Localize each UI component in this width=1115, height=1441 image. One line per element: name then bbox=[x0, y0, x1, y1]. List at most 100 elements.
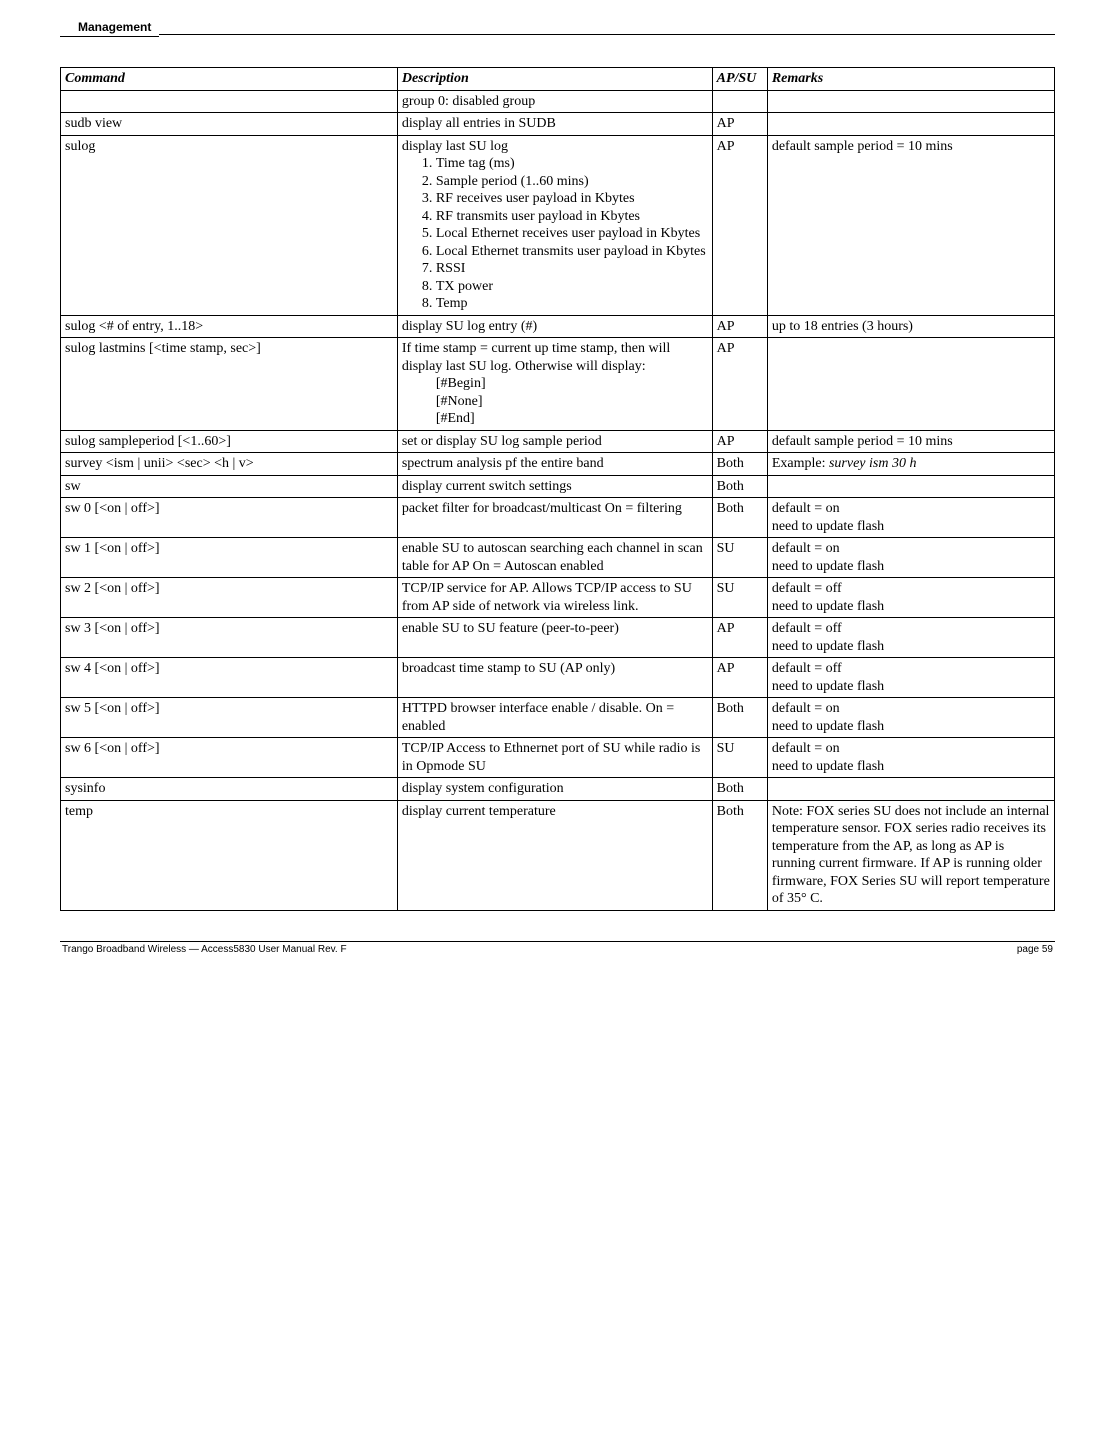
rem-line: default = on bbox=[772, 540, 1050, 558]
cell-cmd: sw 1 [<on | off>] bbox=[61, 538, 398, 578]
cell-rem: default sample period = 10 mins bbox=[767, 135, 1054, 315]
cell-apsu: AP bbox=[712, 658, 767, 698]
cell-apsu: AP bbox=[712, 618, 767, 658]
table-row: temp display current temperature Both No… bbox=[61, 800, 1055, 910]
page-footer: Trango Broadband Wireless — Access5830 U… bbox=[60, 942, 1055, 955]
cell-desc: spectrum analysis pf the entire band bbox=[397, 453, 712, 476]
list-item-text: RF receives user payload in Kbytes bbox=[436, 191, 635, 206]
table-row: sulog sampleperiod [<1..60>] set or disp… bbox=[61, 430, 1055, 453]
cell-rem: default sample period = 10 mins bbox=[767, 430, 1054, 453]
cell-desc: broadcast time stamp to SU (AP only) bbox=[397, 658, 712, 698]
cell-rem: default = on need to update flash bbox=[767, 538, 1054, 578]
cell-apsu bbox=[712, 90, 767, 113]
list-item-text: Time tag (ms) bbox=[436, 156, 515, 171]
rem-pre: Example: bbox=[772, 456, 829, 471]
cell-desc: group 0: disabled group bbox=[397, 90, 712, 113]
table-row: sysinfo display system configuration Bot… bbox=[61, 778, 1055, 801]
cell-rem: up to 18 entries (3 hours) bbox=[767, 315, 1054, 338]
desc-lead: display last SU log bbox=[402, 139, 508, 154]
desc-indent: [#None] bbox=[436, 393, 708, 411]
cell-apsu: AP bbox=[712, 430, 767, 453]
cell-desc: enable SU to SU feature (peer-to-peer) bbox=[397, 618, 712, 658]
cell-desc: display last SU log Time tag (ms) Sample… bbox=[397, 135, 712, 315]
rem-line: need to update flash bbox=[772, 718, 1050, 736]
rem-line: need to update flash bbox=[772, 638, 1050, 656]
header-rule bbox=[159, 34, 1055, 35]
rem-line: need to update flash bbox=[772, 598, 1050, 616]
list-item-text: Local Ethernet receives user payload in … bbox=[436, 226, 700, 241]
cell-rem: default = off need to update flash bbox=[767, 658, 1054, 698]
cell-desc: If time stamp = current up time stamp, t… bbox=[397, 338, 712, 431]
table-row: sudb view display all entries in SUDB AP bbox=[61, 113, 1055, 136]
rem-line: default = off bbox=[772, 660, 1050, 678]
cell-apsu: SU bbox=[712, 578, 767, 618]
cell-desc: display all entries in SUDB bbox=[397, 113, 712, 136]
list-item: Temp bbox=[436, 295, 708, 313]
page-header: Management bbox=[60, 20, 1055, 37]
list-item: RF receives user payload in Kbytes bbox=[436, 190, 708, 208]
command-table: Command Description AP/SU Remarks group … bbox=[60, 67, 1055, 911]
desc-list: Time tag (ms) Sample period (1..60 mins)… bbox=[424, 155, 708, 313]
footer-left: Trango Broadband Wireless — Access5830 U… bbox=[62, 944, 347, 955]
cell-rem: Note: FOX series SU does not include an … bbox=[767, 800, 1054, 910]
list-item-text: RF transmits user payload in Kbytes bbox=[436, 209, 640, 224]
desc-line: If time stamp = current up time stamp, t… bbox=[402, 340, 708, 375]
list-item-text: Temp bbox=[436, 296, 468, 311]
cell-desc: display current temperature bbox=[397, 800, 712, 910]
cell-cmd: sysinfo bbox=[61, 778, 398, 801]
rem-line: default = off bbox=[772, 620, 1050, 638]
section-label: Management bbox=[60, 20, 159, 37]
cell-rem: default = off need to update flash bbox=[767, 578, 1054, 618]
cell-apsu: Both bbox=[712, 475, 767, 498]
cell-cmd bbox=[61, 90, 398, 113]
cell-apsu: Both bbox=[712, 800, 767, 910]
cell-cmd: sulog <# of entry, 1..18> bbox=[61, 315, 398, 338]
cell-apsu: AP bbox=[712, 338, 767, 431]
list-item-text: TX power bbox=[436, 279, 493, 294]
table-row: sw 4 [<on | off>] broadcast time stamp t… bbox=[61, 658, 1055, 698]
list-item: Local Ethernet receives user payload in … bbox=[436, 225, 708, 243]
list-item: Sample period (1..60 mins) bbox=[436, 173, 708, 191]
cell-desc: set or display SU log sample period bbox=[397, 430, 712, 453]
cell-apsu: Both bbox=[712, 778, 767, 801]
rem-line: default = on bbox=[772, 740, 1050, 758]
cell-apsu: AP bbox=[712, 113, 767, 136]
cell-rem: default = on need to update flash bbox=[767, 738, 1054, 778]
col-apsu: AP/SU bbox=[712, 68, 767, 91]
rem-line: default = on bbox=[772, 700, 1050, 718]
cell-apsu: SU bbox=[712, 738, 767, 778]
table-row: sw 0 [<on | off>] packet filter for broa… bbox=[61, 498, 1055, 538]
table-row: survey <ism | unii> <sec> <h | v> spectr… bbox=[61, 453, 1055, 476]
cell-apsu: AP bbox=[712, 135, 767, 315]
cell-apsu: Both bbox=[712, 498, 767, 538]
cell-desc: packet filter for broadcast/multicast On… bbox=[397, 498, 712, 538]
col-description: Description bbox=[397, 68, 712, 91]
rem-line: default = on bbox=[772, 500, 1050, 518]
rem-line: need to update flash bbox=[772, 758, 1050, 776]
cell-cmd: sw 5 [<on | off>] bbox=[61, 698, 398, 738]
rem-line: need to update flash bbox=[772, 678, 1050, 696]
table-row: sw 1 [<on | off>] enable SU to autoscan … bbox=[61, 538, 1055, 578]
cell-cmd: sw 3 [<on | off>] bbox=[61, 618, 398, 658]
list-item-text: Sample period (1..60 mins) bbox=[436, 174, 589, 189]
list-item: Local Ethernet transmits user payload in… bbox=[436, 243, 708, 261]
cell-cmd: sw bbox=[61, 475, 398, 498]
cell-cmd: survey <ism | unii> <sec> <h | v> bbox=[61, 453, 398, 476]
desc-indent: [#Begin] bbox=[436, 375, 708, 393]
cell-rem bbox=[767, 778, 1054, 801]
cell-cmd: sw 0 [<on | off>] bbox=[61, 498, 398, 538]
cell-rem: default = off need to update flash bbox=[767, 618, 1054, 658]
cell-cmd: sulog bbox=[61, 135, 398, 315]
cell-rem: Example: survey ism 30 h bbox=[767, 453, 1054, 476]
col-command: Command bbox=[61, 68, 398, 91]
cell-rem bbox=[767, 90, 1054, 113]
cell-cmd: sulog lastmins [<time stamp, sec>] bbox=[61, 338, 398, 431]
cell-desc: display current switch settings bbox=[397, 475, 712, 498]
col-remarks: Remarks bbox=[767, 68, 1054, 91]
table-row: sulog <# of entry, 1..18> display SU log… bbox=[61, 315, 1055, 338]
list-item: RF transmits user payload in Kbytes bbox=[436, 208, 708, 226]
table-row: sw display current switch settings Both bbox=[61, 475, 1055, 498]
list-item: TX power bbox=[436, 278, 708, 296]
cell-desc: display system configuration bbox=[397, 778, 712, 801]
cell-cmd: sw 4 [<on | off>] bbox=[61, 658, 398, 698]
